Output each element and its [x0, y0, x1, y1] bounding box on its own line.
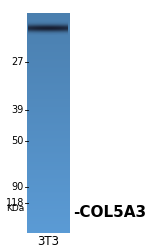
- Text: KDa: KDa: [6, 204, 24, 213]
- Text: 118: 118: [6, 198, 24, 208]
- Text: -COL5A3: -COL5A3: [73, 206, 146, 220]
- Text: 50: 50: [12, 136, 24, 146]
- Text: 27: 27: [12, 57, 24, 67]
- Text: 90: 90: [12, 182, 24, 192]
- Text: 3T3: 3T3: [38, 235, 59, 248]
- Text: 39: 39: [12, 105, 24, 115]
